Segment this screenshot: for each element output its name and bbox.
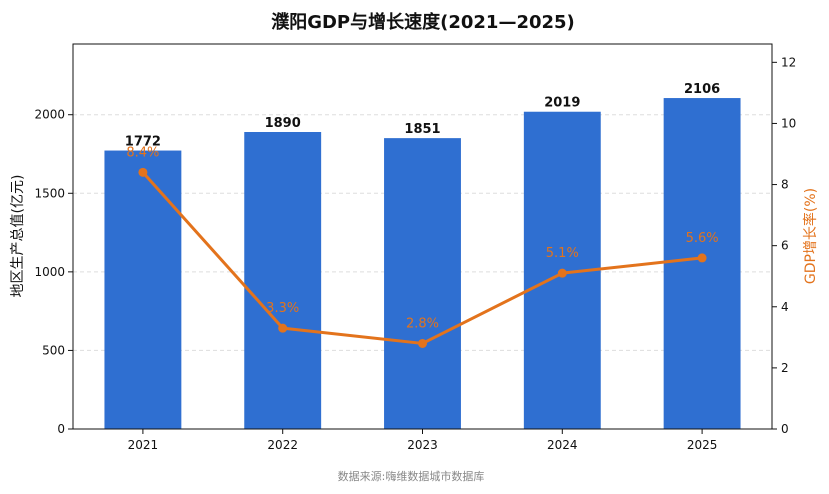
growth-point (278, 323, 288, 333)
growth-value-label: 8.4% (126, 145, 159, 160)
y-left-tick-label: 500 (42, 343, 65, 357)
bar-value-label: 1851 (404, 122, 440, 137)
axes: 0 500 1000 1500 2000 0 2 4 6 8 10 12 2021 2022 2023 202… (34, 43, 796, 452)
growth-point (138, 167, 148, 177)
y-right-tick-label: 10 (781, 116, 796, 130)
x-tick-label: 2025 (687, 438, 718, 452)
source-note: 数据来源:嗨维数据城市数据库 (338, 469, 485, 483)
bar-value-label: 2106 (684, 82, 720, 97)
y-axis-right-label: GDP增长率(%) (802, 188, 819, 284)
y-right-tick-label: 12 (781, 55, 796, 69)
bar-value-label: 1890 (265, 116, 301, 131)
bar (244, 132, 322, 429)
y-left-tick-label: 1000 (34, 265, 65, 279)
chart-title: 濮阳GDP与增长速度(2021—2025) (271, 11, 575, 33)
growth-value-label: 5.6% (686, 231, 719, 246)
x-tick-label: 2023 (407, 438, 438, 452)
growth-point (557, 268, 567, 278)
growth-line: 8.4% 3.3% 2.8% 5.1% 5.6% (126, 145, 719, 348)
bar-value-label: 1772 (125, 135, 161, 150)
growth-point (697, 253, 707, 263)
bar-value-label: 2019 (544, 96, 580, 111)
y-axis-left-label: 地区生产总值(亿元) (10, 175, 26, 298)
y-right-tick-label: 2 (781, 361, 789, 375)
gridlines (73, 114, 772, 351)
x-tick-label: 2024 (547, 438, 578, 452)
y-left-tick-label: 0 (57, 422, 65, 436)
y-right-tick-label: 8 (781, 178, 789, 192)
y-left-tick-label: 2000 (34, 108, 65, 122)
bars: 1772 1890 1851 2019 2106 (104, 82, 741, 430)
y-right-tick-label: 4 (781, 300, 789, 314)
y-left-tick-label: 1500 (34, 186, 65, 200)
growth-value-label: 5.1% (546, 246, 579, 261)
x-tick-label: 2022 (267, 438, 298, 452)
growth-point (418, 338, 427, 348)
bar (384, 138, 461, 429)
bar (663, 98, 741, 430)
growth-value-label: 2.8% (406, 316, 439, 331)
y-right-tick-label: 6 (781, 239, 789, 253)
growth-value-label: 3.3% (266, 301, 299, 316)
y-right-tick-label: 0 (781, 422, 789, 436)
bar (104, 150, 182, 430)
x-tick-label: 2021 (128, 438, 159, 452)
